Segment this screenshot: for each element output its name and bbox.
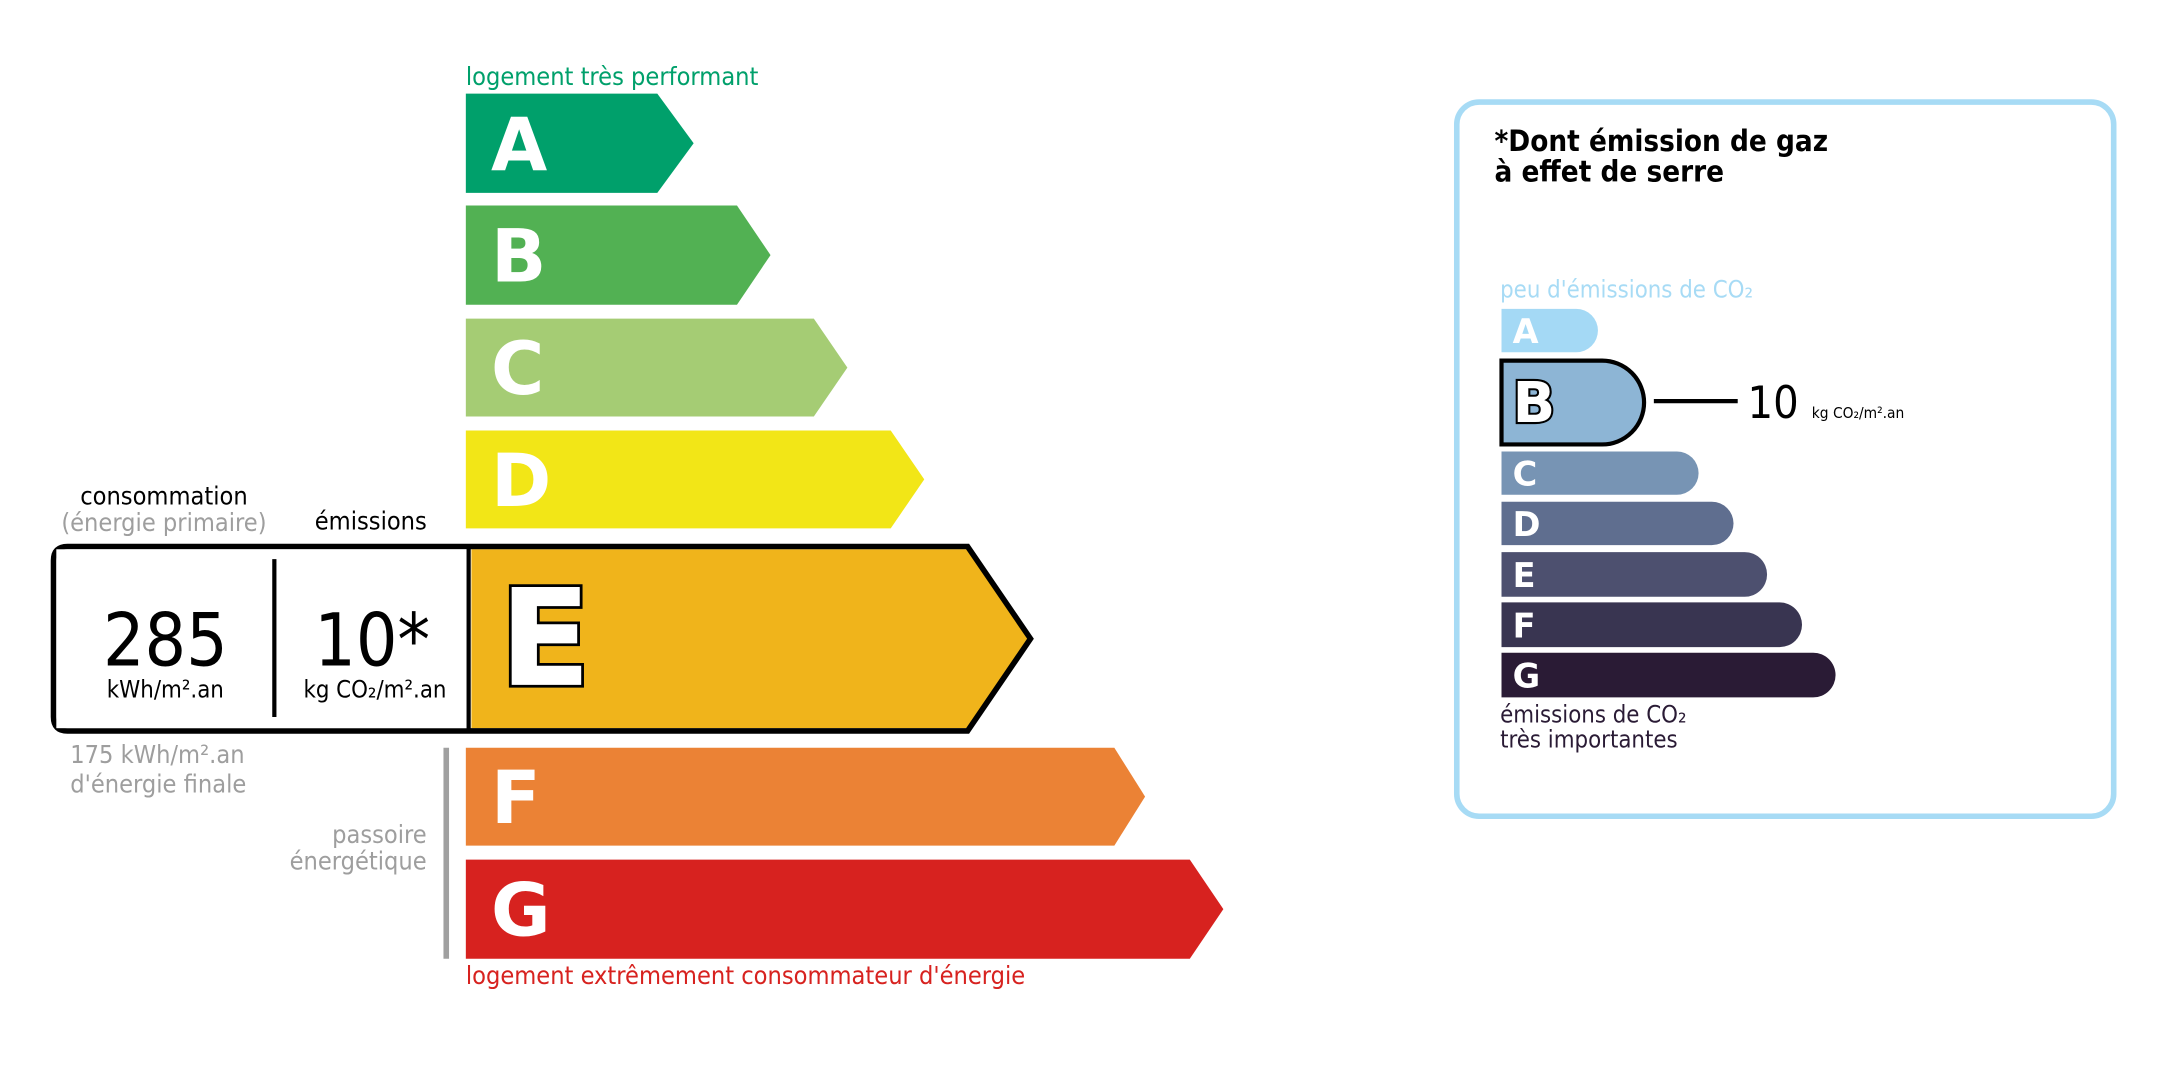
energy-bar-f — [465, 747, 1146, 846]
energy-letter-e: E — [499, 560, 591, 717]
value-box — [56, 549, 468, 729]
ges-letter-e: E — [1513, 556, 1536, 595]
ges-letter-f: F — [1513, 606, 1536, 645]
emissions-label: émissions — [315, 507, 427, 536]
passoire-label-1: passoire — [332, 820, 427, 849]
ges-bar-f — [1501, 602, 1803, 648]
energy-bar-b — [465, 205, 771, 305]
consumption-label: consommation — [80, 482, 247, 511]
ges-title-2: à effet de serre — [1495, 155, 1725, 189]
energy-letter-c: C — [491, 328, 544, 412]
current-class-outline — [50, 543, 1034, 734]
energy-bar-g — [465, 859, 1224, 959]
ges-letter-b: B — [1513, 371, 1556, 436]
energy-letter-f: F — [491, 757, 541, 841]
energy-bar-d — [465, 430, 925, 529]
emissions-value: 10* — [314, 599, 430, 683]
energy-bar-c — [465, 318, 848, 417]
energy-current-box: 285 kWh/m².an 10* kg CO₂/m².an — [50, 543, 1034, 734]
ges-bottom-label-2: très importantes — [1500, 726, 1678, 754]
energy-letter-d: D — [491, 440, 551, 524]
consumption-unit: kWh/m².an — [107, 675, 224, 703]
ges-letter-g: G — [1513, 657, 1541, 696]
ges-letter-d: D — [1513, 505, 1541, 544]
ges-letter-c: C — [1513, 455, 1538, 494]
final-energy-value: 175 kWh/m².an — [70, 740, 244, 769]
final-energy-label: d'énergie finale — [70, 769, 246, 798]
ges-top-label: peu d'émissions de CO₂ — [1500, 276, 1753, 304]
emissions-unit: kg CO₂/m².an — [303, 675, 446, 703]
ges-value: 10 — [1747, 376, 1798, 429]
consumption-sublabel: (énergie primaire) — [61, 508, 266, 537]
ges-bar-d — [1501, 501, 1734, 546]
ges-bottom-label-1: émissions de CO₂ — [1500, 701, 1686, 729]
passoire-label-2: énergétique — [290, 846, 427, 875]
energy-bar-e — [471, 549, 1028, 729]
ges-unit: kg CO₂/m².an — [1812, 404, 1905, 422]
energy-letter-b: B — [491, 216, 546, 300]
consumption-value: 285 — [103, 599, 228, 683]
ges-bar-c — [1501, 451, 1699, 495]
ges-letter-a: A — [1513, 312, 1539, 351]
energy-bottom-label: logement extrêmement consommateur d'éner… — [466, 961, 1025, 990]
energy-bar-a — [465, 93, 694, 193]
energy-letter-a: A — [491, 104, 547, 188]
ges-bar-b — [1499, 358, 1647, 447]
ges-bar-a — [1501, 308, 1598, 353]
energy-top-label: logement très performant — [466, 62, 759, 91]
ges-bar-g — [1501, 652, 1836, 698]
ges-bar-e — [1501, 552, 1768, 597]
ges-title-1: *Dont émission de gaz — [1495, 124, 1829, 158]
energy-letter-g: G — [491, 870, 551, 954]
